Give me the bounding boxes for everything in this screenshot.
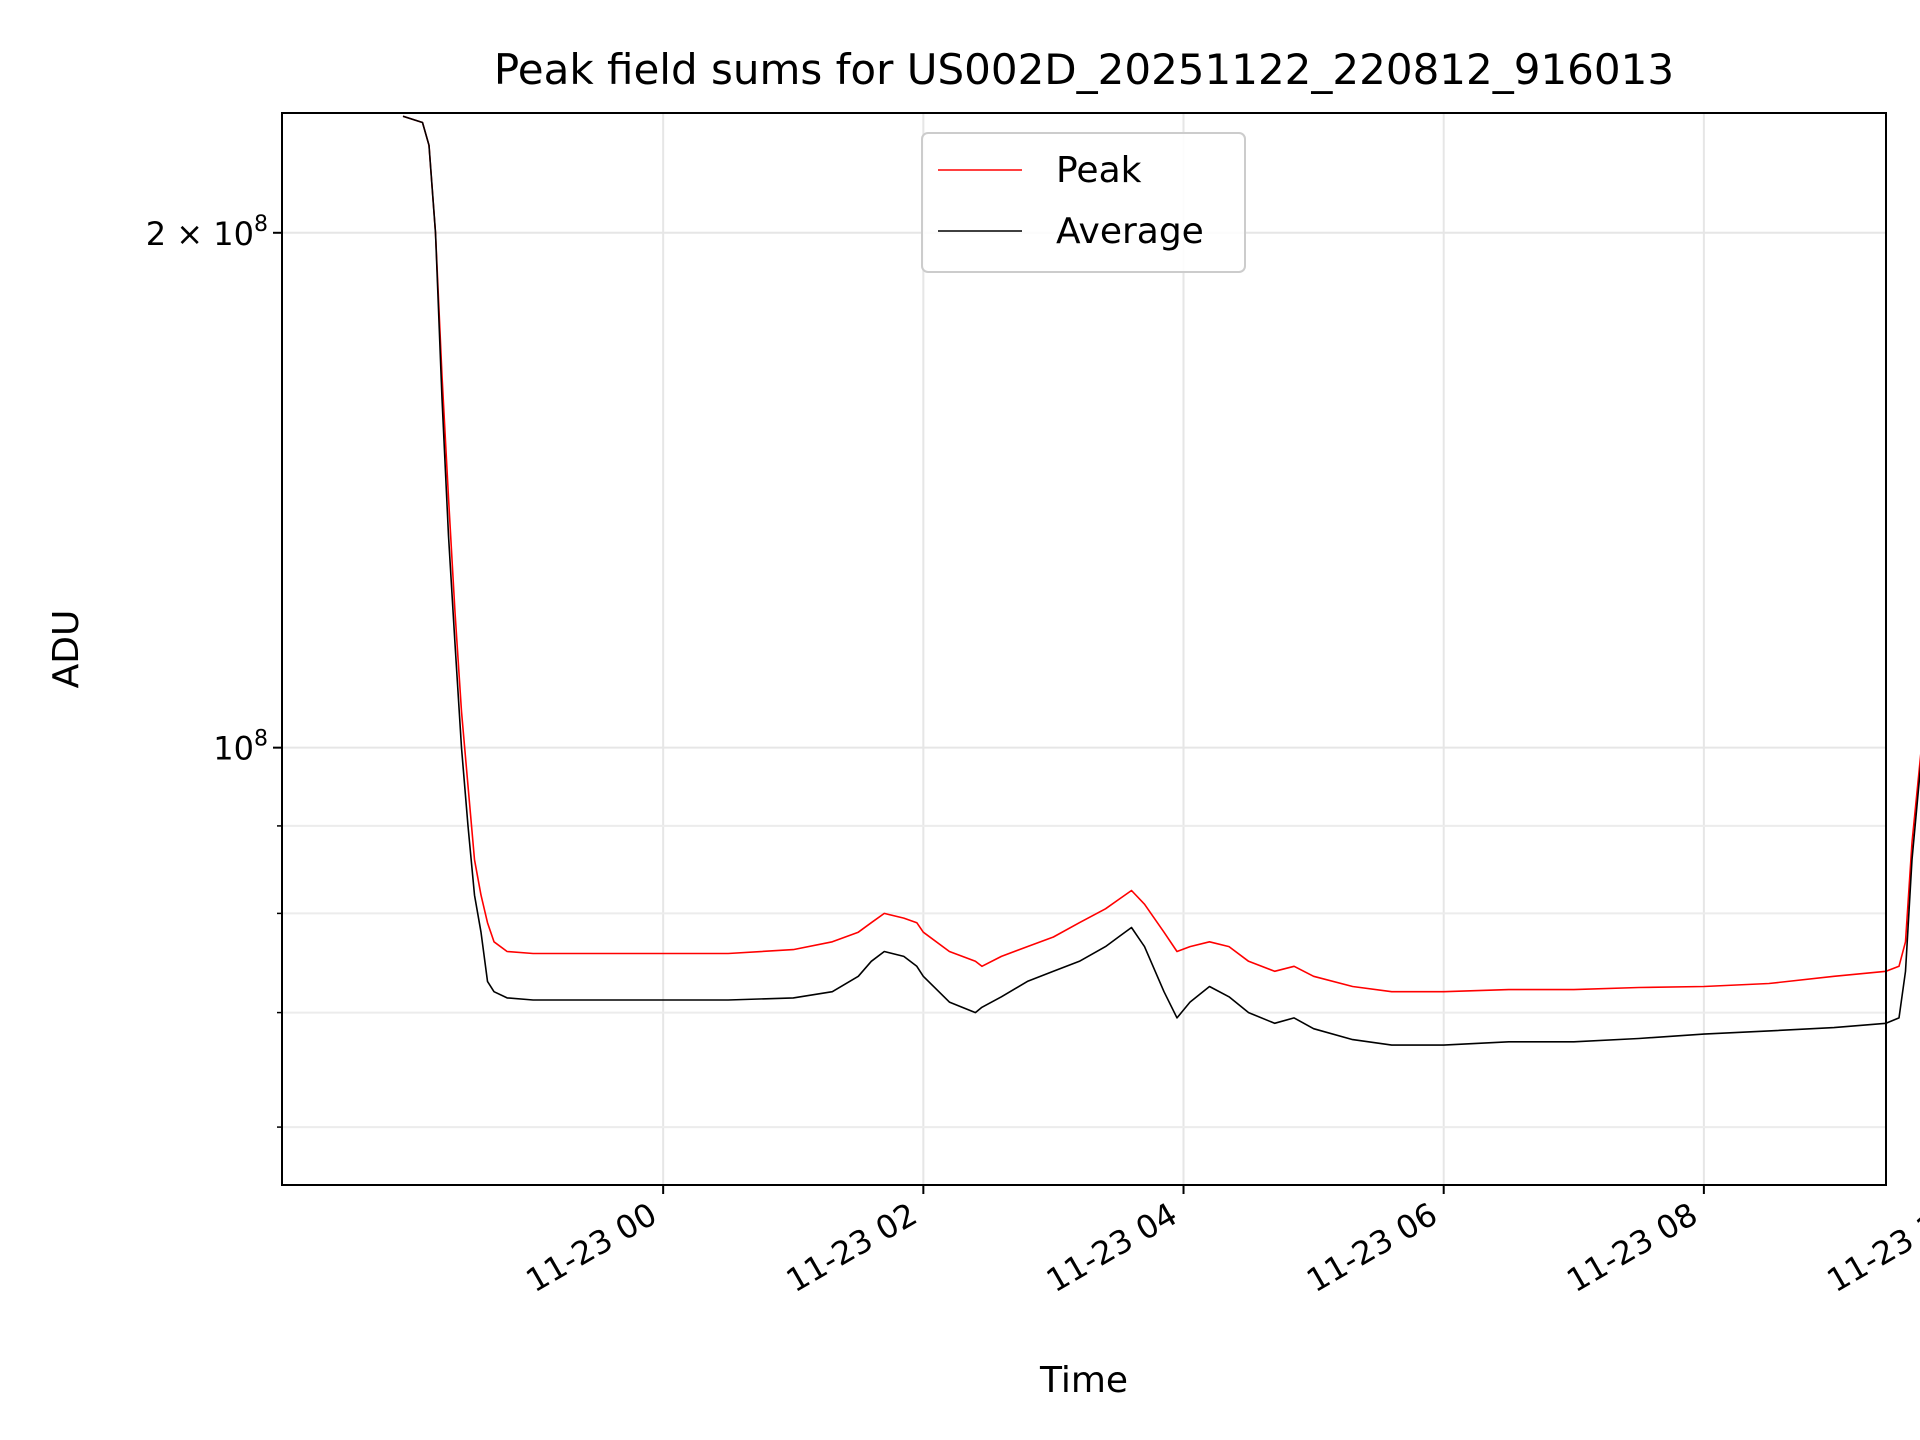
- plot-frame: [281, 112, 1887, 1186]
- legend-average-label: Average: [1056, 211, 1204, 252]
- y-tick-label-base: 10: [213, 730, 254, 768]
- chart-title: Peak field sums for US002D_20251122_2208…: [494, 45, 1674, 94]
- y-tick-label-base: 10: [213, 215, 254, 253]
- legend-peak-label: Peak: [1056, 150, 1142, 191]
- grid: [282, 113, 1886, 1185]
- series-lines: [402, 115, 1920, 1046]
- y-tick-label: 2 × 108: [146, 212, 268, 253]
- y-axis-label: ADU: [46, 610, 87, 689]
- legend-box: [921, 132, 1246, 273]
- legend: Peak Average: [921, 132, 1246, 273]
- series-line-peak: [402, 115, 1920, 993]
- y-tick-label-exponent: 8: [254, 212, 268, 237]
- y-tick-label-mantissa: 2 ×: [146, 215, 214, 253]
- x-axis-label: Time: [1039, 1360, 1128, 1401]
- y-tick-label: 108: [213, 727, 268, 768]
- series-line-average: [402, 115, 1920, 1046]
- y-tick-label-exponent: 8: [254, 727, 268, 752]
